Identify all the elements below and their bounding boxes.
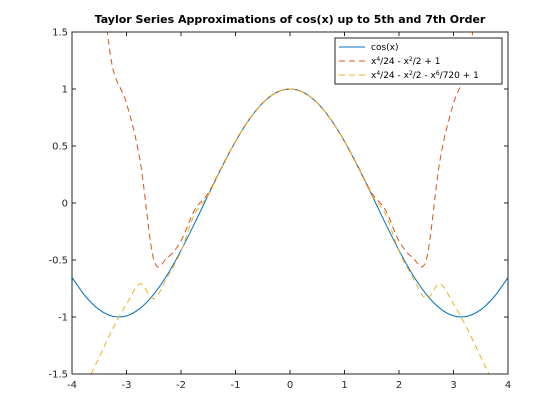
legend-label-1: cos(x) [371,43,399,53]
x-tick-label: -4 [67,380,77,391]
y-tick-label: 0.5 [52,142,68,153]
x-tick-label: -1 [231,380,241,391]
x-tick-label: 0 [287,380,293,391]
y-tick-label: 1.5 [52,28,68,39]
legend-label-2: x4/24 - x2/2 + 1 [371,56,441,68]
x-tick-label: 2 [396,380,402,391]
legend-label-part: /2 + 1 [413,57,441,67]
legend-label-part: 2 [409,70,413,77]
chart-title: Taylor Series Approximations of cos(x) u… [95,13,486,26]
y-tick-label: -1.5 [48,370,68,381]
x-tick-label: -2 [176,380,186,391]
y-tick-label: -0.5 [48,256,68,267]
ticks-layer: -4 -3 -2 -1 0 1 2 3 4 -1.5 -1 -0.5 0 0.5 1 1.5 [48,28,511,392]
y-tick-label: 0 [62,199,68,210]
x-tick-label: 3 [450,380,456,391]
legend-label-part: cos(x) [371,43,399,53]
legend-label-part: x [371,71,377,81]
series-line-3 [90,88,490,374]
legend-label-part: 4 [376,56,380,63]
legend-label-part: /720 + 1 [440,71,479,81]
y-tick-label: 1 [62,85,68,96]
legend-label-part: /24 - x [380,57,409,67]
legend-label-part: 2 [409,56,413,63]
legend: cos(x)x4/24 - x2/2 + 1x4/24 - x2/2 - x6/… [334,37,503,85]
x-tick-label: 1 [341,380,347,391]
legend-label-part: /2 - x [413,71,437,81]
series-layer [72,32,508,374]
legend-label-part: /24 - x [380,71,409,81]
x-tick-label: -3 [122,380,132,391]
legend-label-part: x [371,57,377,67]
x-tick-label: 4 [505,380,511,391]
legend-label-3: x4/24 - x2/2 - x6/720 + 1 [371,70,479,82]
legend-label-part: 6 [436,70,440,77]
y-tick-label: -1 [58,313,68,324]
legend-label-part: 4 [376,70,380,77]
